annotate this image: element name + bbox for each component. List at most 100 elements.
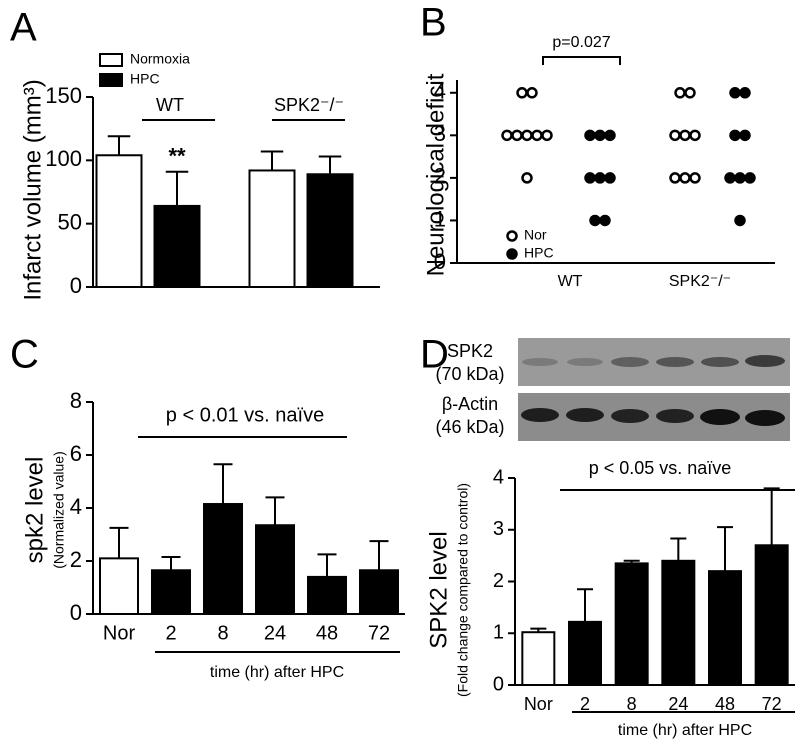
error-bar: [165, 170, 189, 206]
y-tick-label: 2: [70, 547, 82, 572]
bar: [153, 204, 201, 288]
blot-label: (46 kDa): [435, 417, 504, 437]
x-axis-label: time (hr) after HPC: [210, 664, 344, 681]
error-bar: [670, 537, 687, 561]
data-point: [689, 129, 701, 142]
bar: [661, 559, 696, 686]
blot-band: [611, 409, 649, 423]
error-bar: [317, 553, 337, 577]
blot-label: β-Actin: [442, 394, 498, 414]
data-point: [679, 172, 691, 184]
legend-label: HPC: [130, 71, 160, 87]
data-point: [584, 129, 596, 142]
data-point: [541, 129, 553, 142]
blot-band: [566, 408, 604, 422]
blot-band: [745, 410, 785, 426]
bar: [708, 570, 742, 687]
x-tick-label: WT: [558, 273, 583, 290]
panel-letter: A: [10, 6, 37, 50]
y-tick-label: 1: [493, 622, 504, 644]
bar: [306, 173, 354, 288]
error-bar: [369, 540, 389, 571]
data-point: [669, 172, 681, 184]
y-tick-label: 0: [70, 600, 82, 625]
bar: [99, 557, 139, 615]
x-tick-label: SPK2⁻/⁻: [669, 273, 731, 290]
y-tick-label: 2: [493, 570, 504, 592]
group-label: SPK2⁻/⁻: [274, 95, 344, 115]
data-point: [584, 172, 596, 184]
data-point: [739, 129, 751, 142]
y-axis-label: Neurological deficit: [422, 73, 449, 276]
data-point: [589, 214, 601, 227]
error-bar: [577, 588, 593, 622]
data-point: [674, 87, 686, 99]
y-tick-label: 100: [45, 146, 82, 171]
data-point: [744, 172, 756, 184]
legend-swatch: [99, 53, 123, 67]
blot-label: SPK2: [447, 341, 493, 361]
data-point: [739, 87, 751, 99]
x-tick-label: 8: [217, 622, 228, 644]
x-tick-label: 48: [316, 622, 338, 644]
legend-swatch: [99, 73, 123, 87]
data-point: [521, 129, 533, 142]
y-tick-label: 4: [434, 79, 446, 104]
annotation: p < 0.01 vs. naïve: [166, 404, 324, 426]
bar: [203, 503, 243, 615]
error-bar: [109, 526, 129, 559]
error-bar: [161, 556, 181, 571]
data-point: [521, 172, 533, 184]
blot-band: [701, 357, 739, 367]
x-tick-label: 2: [165, 622, 176, 644]
panel-letter: B: [420, 1, 447, 45]
data-point: [689, 172, 701, 184]
data-point: [684, 87, 696, 99]
y-tick-label: 50: [58, 209, 82, 234]
y-tick-label: 2: [434, 164, 446, 189]
blot-band: [656, 357, 694, 367]
blot-band: [521, 408, 559, 422]
western-blot: [518, 338, 790, 441]
error-bar: [763, 487, 780, 546]
data-point: [679, 129, 691, 142]
legend-marker: [506, 248, 518, 260]
blot-strip: [518, 393, 790, 441]
legend-label: Nor: [524, 227, 547, 243]
error-bar: [107, 135, 131, 156]
bar: [359, 569, 399, 616]
y-tick-label: 0: [493, 673, 504, 695]
bar: [754, 544, 789, 687]
y-axis-label: spk2 level: [21, 457, 48, 564]
blot-band: [567, 358, 603, 366]
blot-band: [745, 355, 785, 367]
bar: [568, 620, 602, 686]
data-point: [734, 214, 746, 227]
y-tick-label: 0: [70, 273, 82, 298]
x-tick-label: Nor: [103, 622, 136, 644]
y-tick-label: 8: [70, 388, 82, 413]
data-point: [604, 129, 616, 142]
y-tick-label: 4: [493, 466, 504, 488]
annotation: p=0.027: [552, 34, 610, 51]
data-point: [594, 172, 606, 184]
data-point: [669, 129, 681, 142]
blot-strip: [518, 338, 790, 386]
group-label: WT: [156, 95, 184, 115]
data-point: [594, 129, 606, 142]
x-tick-label: 72: [368, 622, 390, 644]
bar: [95, 154, 143, 288]
x-tick-label: 48: [715, 694, 735, 714]
error-bar: [717, 526, 733, 572]
x-axis-label: time (hr) after HPC: [618, 722, 752, 739]
x-tick-label: 24: [264, 622, 286, 644]
error-bar: [213, 463, 233, 505]
bar: [255, 524, 295, 615]
data-point: [729, 87, 741, 99]
data-point: [516, 87, 528, 99]
data-point: [531, 129, 543, 142]
data-point: [526, 87, 538, 99]
error-bar: [318, 155, 342, 175]
significance: **: [168, 144, 186, 169]
data-point: [511, 129, 523, 142]
